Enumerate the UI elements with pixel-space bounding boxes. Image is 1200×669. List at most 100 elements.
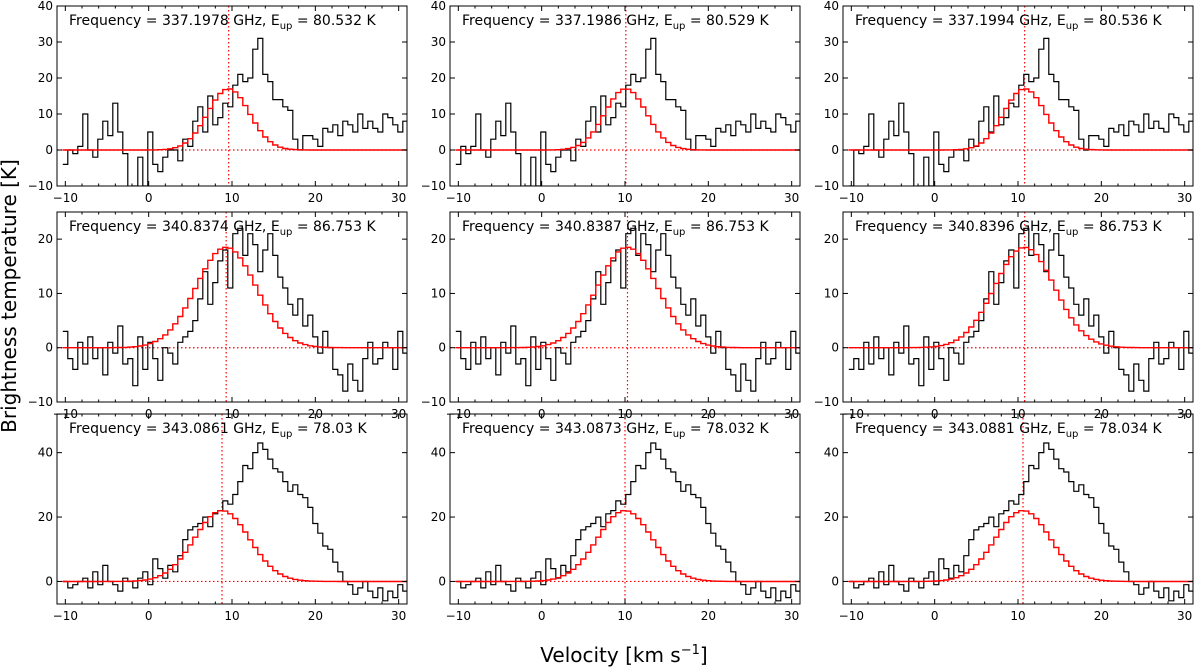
x-tick-label: 30 — [1177, 609, 1192, 623]
observed-spectrum — [62, 442, 407, 602]
spectrum-lines — [62, 37, 407, 186]
x-tick-label: −10 — [839, 191, 864, 205]
model-spectrum — [62, 88, 407, 151]
y-tick-label: 0 — [438, 143, 446, 157]
x-tick-label: 10 — [224, 191, 239, 205]
x-tick-label: 10 — [224, 609, 239, 623]
observed-spectrum — [848, 442, 1193, 602]
y-tick-label: 0 — [438, 341, 446, 355]
y-tick-label: 0 — [831, 341, 839, 355]
panel-title-suffix: = 78.03 K — [292, 421, 367, 437]
panel-title-subscript: up — [673, 227, 686, 238]
panel-title-prefix: Frequency = 343.0861 GHz, E — [69, 421, 280, 437]
model-spectrum — [62, 246, 407, 349]
y-tick-label: 0 — [831, 574, 839, 588]
panel-title-prefix: Frequency = 340.8374 GHz, E — [69, 219, 280, 235]
panel-title-suffix: = 80.536 K — [1078, 13, 1162, 29]
panel-title: Frequency = 343.0873 GHz, Eup = 78.032 K — [462, 421, 769, 440]
panel-title-suffix: = 80.532 K — [292, 13, 376, 29]
y-axis-label: Brightness temperature [K] — [0, 159, 21, 433]
spectrum-lines — [455, 227, 800, 392]
panel-frame — [56, 211, 408, 403]
model-spectrum — [848, 88, 1193, 151]
y-tick-label: 0 — [45, 574, 53, 588]
x-tick-label: 20 — [308, 191, 323, 205]
y-tick-label: −10 — [28, 395, 53, 409]
model-spectrum — [848, 510, 1193, 583]
panel-title-subscript: up — [280, 227, 293, 238]
panel-title-prefix: Frequency = 337.1994 GHz, E — [855, 13, 1066, 29]
x-tick-label: 10 — [1010, 609, 1025, 623]
y-tick-label: 30 — [431, 35, 446, 49]
x-tick-label: 20 — [701, 191, 716, 205]
panel-grid: −10 0 10 20 30 −10 0 10 20 30 40 Frequency = 337.19… — [28, 0, 1194, 623]
x-tick-label: 10 — [1010, 191, 1025, 205]
panel-title-subscript: up — [280, 21, 293, 32]
y-tick-label: 20 — [824, 510, 839, 524]
panel-title-subscript: up — [673, 429, 686, 440]
y-tick-label: −10 — [421, 395, 446, 409]
panel-title-suffix: = 78.032 K — [685, 421, 769, 437]
x-axis-label: Velocity [km s−1] — [540, 643, 707, 667]
y-tick-label: 40 — [824, 0, 839, 13]
panel-title-suffix: = 86.753 K — [292, 219, 376, 235]
spectrum-panel: −10 0 10 20 30 0 20 40 Frequency = 343.0861 GHz,… — [38, 413, 408, 623]
y-tick-label: −10 — [421, 179, 446, 193]
spectrum-panel: −10 0 10 20 30 −10 0 10 20 30 40 Frequency = 337.19… — [28, 0, 408, 205]
panel-frame — [449, 5, 801, 187]
panel-title-suffix: = 80.529 K — [685, 13, 769, 29]
panel-title-prefix: Frequency = 337.1978 GHz, E — [69, 13, 280, 29]
model-spectrum — [455, 510, 800, 583]
panel-frame — [449, 211, 801, 403]
y-tick-label: 0 — [45, 143, 53, 157]
x-tick-label: 0 — [931, 609, 939, 623]
x-tick-label: 30 — [1177, 191, 1192, 205]
x-axis-label-main: Velocity [km s — [540, 643, 680, 667]
x-tick-label: −10 — [839, 609, 864, 623]
y-tick-label: 40 — [38, 0, 53, 13]
x-tick-label: 30 — [784, 609, 799, 623]
x-tick-label: 0 — [931, 191, 939, 205]
x-tick-label: 30 — [391, 191, 406, 205]
spectrum-lines — [848, 227, 1193, 392]
spectrum-lines — [62, 227, 407, 392]
spectrum-lines — [455, 442, 800, 602]
panel-title-suffix: = 86.753 K — [1078, 219, 1162, 235]
panel-title: Frequency = 337.1994 GHz, Eup = 80.536 K — [855, 13, 1162, 32]
x-tick-label: −10 — [53, 609, 78, 623]
x-tick-label: −10 — [446, 191, 471, 205]
y-tick-label: 0 — [438, 574, 446, 588]
panel-title-subscript: up — [280, 429, 293, 440]
x-axis-label-sup: −1 — [681, 643, 700, 658]
y-tick-label: 30 — [38, 35, 53, 49]
panel-title: Frequency = 340.8396 GHz, Eup = 86.753 K — [855, 219, 1162, 238]
observed-spectrum — [848, 227, 1193, 392]
y-tick-label: 40 — [824, 446, 839, 460]
panel-frame — [842, 5, 1194, 187]
y-tick-label: 20 — [431, 71, 446, 85]
panel-title: Frequency = 340.8374 GHz, Eup = 86.753 K — [69, 219, 376, 238]
y-tick-label: −10 — [814, 395, 839, 409]
y-tick-label: 40 — [431, 446, 446, 460]
observed-spectrum — [455, 442, 800, 602]
model-spectrum — [455, 246, 800, 349]
model-spectrum — [62, 510, 407, 583]
spectrum-panel: −10 0 10 20 30 0 20 40 Frequency = 343.0881 GHz,… — [824, 413, 1194, 623]
model-spectrum — [455, 88, 800, 151]
x-tick-label: 0 — [145, 609, 153, 623]
y-tick-label: 20 — [431, 232, 446, 246]
observed-spectrum — [62, 227, 407, 392]
panel-title-prefix: Frequency = 340.8387 GHz, E — [462, 219, 673, 235]
y-tick-label: −10 — [28, 179, 53, 193]
x-axis-label-end: ] — [700, 643, 708, 667]
panel-title: Frequency = 337.1986 GHz, Eup = 80.529 K — [462, 13, 769, 32]
y-tick-label: 20 — [431, 510, 446, 524]
x-tick-label: −10 — [446, 609, 471, 623]
x-tick-label: 30 — [784, 191, 799, 205]
y-tick-label: 20 — [824, 232, 839, 246]
panel-frame — [56, 5, 408, 187]
